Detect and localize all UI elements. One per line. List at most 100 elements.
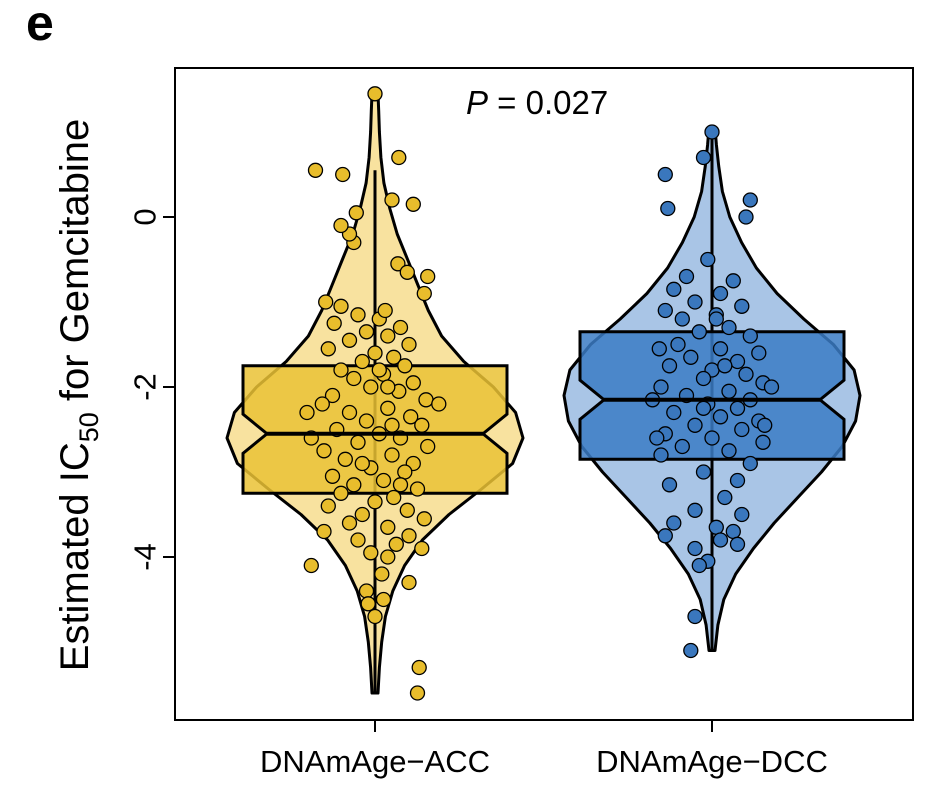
data-point bbox=[380, 379, 396, 395]
data-point bbox=[360, 596, 376, 612]
y-label-main: Estimated IC bbox=[53, 442, 97, 671]
data-point bbox=[324, 387, 341, 404]
data-point bbox=[708, 311, 724, 327]
data-point bbox=[687, 608, 703, 625]
data-point bbox=[755, 434, 771, 450]
data-point bbox=[695, 370, 712, 387]
data-point bbox=[695, 149, 712, 166]
plot-frame bbox=[174, 67, 914, 721]
data-point bbox=[392, 319, 409, 336]
data-point bbox=[431, 396, 447, 412]
data-point bbox=[350, 307, 366, 323]
data-point bbox=[386, 489, 402, 506]
panel-label: e bbox=[26, 0, 54, 51]
data-point bbox=[341, 515, 358, 531]
data-point bbox=[320, 341, 336, 357]
data-point bbox=[335, 166, 351, 183]
data-point bbox=[354, 353, 370, 370]
data-point bbox=[403, 409, 419, 425]
data-point bbox=[363, 379, 379, 395]
data-point bbox=[333, 362, 349, 378]
data-point bbox=[320, 498, 336, 514]
data-point bbox=[674, 438, 690, 455]
p-symbol: P bbox=[466, 84, 488, 121]
data-point bbox=[687, 294, 703, 310]
p-value-annotation: P = 0.027 bbox=[466, 84, 608, 121]
data-point bbox=[725, 523, 741, 540]
y-axis-label: Estimated IC50 for Gemcitabine bbox=[53, 119, 104, 671]
data-point bbox=[411, 659, 427, 676]
data-point bbox=[367, 345, 383, 361]
data-point bbox=[354, 506, 370, 523]
data-point bbox=[348, 205, 364, 221]
data-point bbox=[299, 404, 315, 421]
data-point bbox=[374, 566, 390, 582]
data-point bbox=[687, 502, 703, 518]
data-point bbox=[738, 366, 754, 382]
data-point bbox=[405, 375, 421, 391]
data-point bbox=[341, 404, 358, 421]
data-point bbox=[704, 124, 720, 140]
data-point bbox=[337, 451, 353, 467]
y-tick-label: 0 bbox=[128, 208, 163, 225]
x-tick-label: DNAmAge−DCC bbox=[596, 744, 828, 779]
data-point bbox=[742, 328, 758, 344]
data-point bbox=[371, 362, 387, 378]
data-point bbox=[375, 591, 392, 608]
data-point bbox=[367, 86, 383, 102]
data-point bbox=[367, 608, 383, 625]
data-point bbox=[384, 417, 400, 433]
p-value: = 0.027 bbox=[488, 84, 608, 121]
y-tick-label: -2 bbox=[128, 373, 163, 401]
group-acc bbox=[225, 86, 525, 701]
data-point bbox=[358, 324, 375, 340]
data-point bbox=[729, 536, 746, 552]
data-point bbox=[657, 166, 673, 183]
data-point bbox=[303, 557, 319, 574]
data-point bbox=[391, 149, 407, 166]
data-point bbox=[661, 477, 678, 493]
data-point bbox=[729, 353, 746, 370]
data-point bbox=[314, 396, 330, 412]
data-point bbox=[384, 192, 400, 208]
data-point bbox=[649, 430, 665, 446]
data-point bbox=[666, 404, 682, 421]
data-point bbox=[742, 192, 758, 208]
data-point bbox=[318, 294, 334, 310]
data-point bbox=[657, 528, 673, 544]
data-point bbox=[751, 345, 767, 361]
data-point bbox=[414, 540, 430, 557]
data-point bbox=[401, 574, 417, 591]
data-point bbox=[414, 417, 430, 433]
data-point bbox=[377, 302, 393, 319]
data-point bbox=[388, 536, 404, 552]
data-point bbox=[341, 332, 358, 348]
data-point bbox=[380, 519, 396, 535]
data-point bbox=[316, 523, 332, 540]
data-point bbox=[678, 268, 695, 285]
data-point bbox=[670, 336, 686, 353]
notched-box bbox=[578, 330, 846, 461]
data-point bbox=[354, 455, 370, 472]
data-point bbox=[712, 532, 729, 548]
data-point bbox=[307, 162, 324, 178]
data-point bbox=[717, 358, 733, 374]
data-point bbox=[657, 302, 673, 319]
data-point bbox=[734, 421, 750, 438]
data-point bbox=[725, 273, 741, 289]
data-point bbox=[757, 417, 773, 433]
y-label-rest: for Gemcitabine bbox=[53, 119, 97, 412]
data-point bbox=[721, 319, 737, 336]
data-point bbox=[418, 392, 434, 408]
data-point bbox=[683, 349, 699, 365]
x-axis: DNAmAge−ACC DNAmAge−DCC bbox=[260, 720, 828, 779]
data-point bbox=[409, 685, 426, 701]
data-point bbox=[660, 200, 676, 217]
data-point bbox=[401, 336, 417, 353]
data-point bbox=[704, 430, 720, 446]
data-point bbox=[397, 358, 413, 374]
plot-layer bbox=[225, 86, 862, 701]
data-point bbox=[729, 400, 746, 416]
data-point bbox=[420, 438, 436, 455]
